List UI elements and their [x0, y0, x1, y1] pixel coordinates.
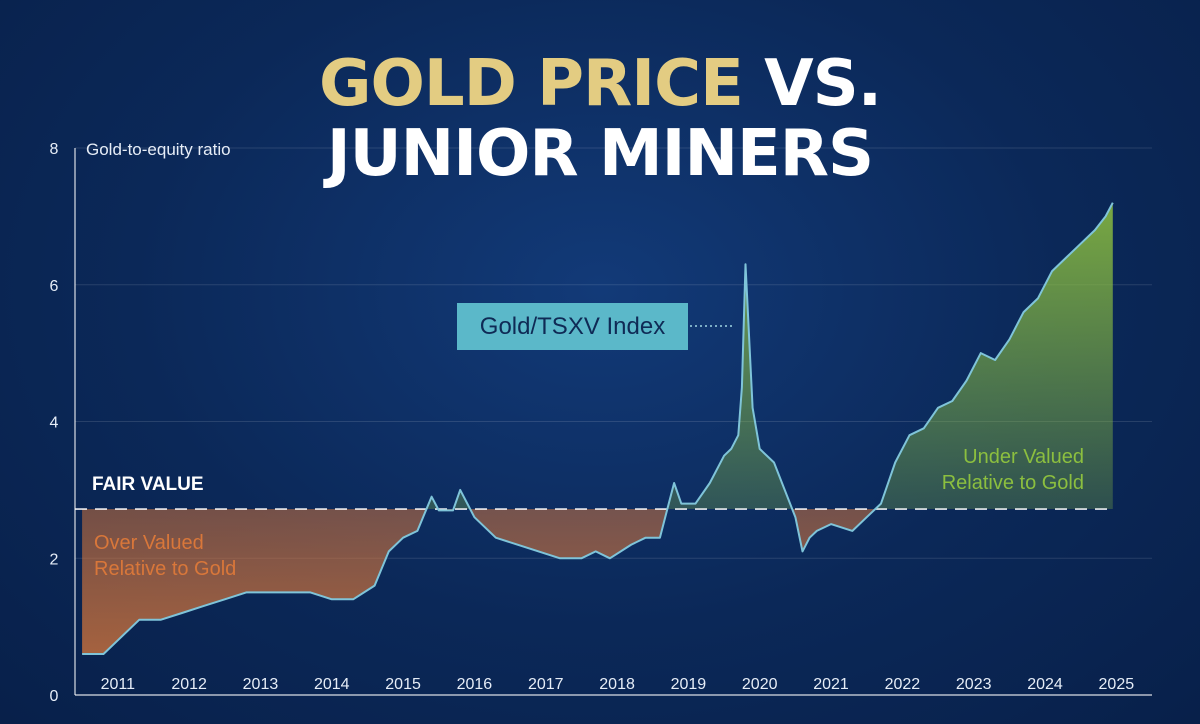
y-tick-label: 0 [50, 688, 59, 705]
chart-title-line2: JUNIOR MINERS [326, 117, 874, 191]
series-label-box: Gold/TSXV Index [457, 303, 688, 350]
x-tick-label: 2025 [1099, 676, 1135, 693]
over-valued-area [82, 509, 876, 654]
x-tick-label: 2020 [742, 676, 778, 693]
x-tick-label: 2024 [1027, 676, 1063, 693]
series-lines [82, 202, 1114, 655]
x-tick-label: 2018 [599, 676, 635, 693]
under-valued-label: Under Valued Relative to Gold [920, 444, 1084, 496]
x-tick-label: 2017 [528, 676, 564, 693]
x-tick-label: 2019 [671, 676, 707, 693]
y-tick-label: 8 [50, 141, 59, 158]
x-tick-label: 2021 [813, 676, 849, 693]
under-valued-line2: Relative to Gold [941, 472, 1084, 494]
title-vs-text: VS. [764, 47, 882, 121]
title-gold-text: GOLD PRICE [318, 47, 744, 121]
shaded-areas [82, 202, 1113, 654]
y-axis-label: Gold-to-equity ratio [86, 140, 231, 159]
over-valued-line1: Over Valued [94, 532, 204, 554]
series-line-gold-tsxv [82, 202, 1114, 655]
x-tick-label: 2012 [171, 676, 207, 693]
x-tick-label: 2011 [101, 676, 136, 693]
x-tick-label: 2013 [243, 676, 279, 693]
x-tick-label: 2016 [457, 676, 493, 693]
over-valued-line2: Relative to Gold [94, 558, 237, 580]
y-tick-label: 2 [50, 551, 59, 568]
y-axis: 0 2 4 6 8 [50, 141, 76, 705]
y-tick-label: 4 [50, 415, 59, 432]
x-axis: 2011 2012 2013 2014 2015 2016 2017 2018 2019 2020… [75, 676, 1152, 696]
x-tick-label: 2014 [314, 676, 350, 693]
x-tick-label: 2015 [385, 676, 421, 693]
under-valued-area [82, 202, 1113, 510]
y-tick-label: 6 [50, 278, 59, 295]
over-valued-label: Over Valued Relative to Gold [94, 530, 236, 582]
x-tick-label: 2023 [956, 676, 992, 693]
x-tick-label: 2022 [885, 676, 921, 693]
chart-title-line1: GOLD PRICE VS. [0, 48, 1200, 120]
under-valued-line1: Under Valued [963, 446, 1084, 468]
fair-value-label: FAIR VALUE [92, 474, 204, 495]
